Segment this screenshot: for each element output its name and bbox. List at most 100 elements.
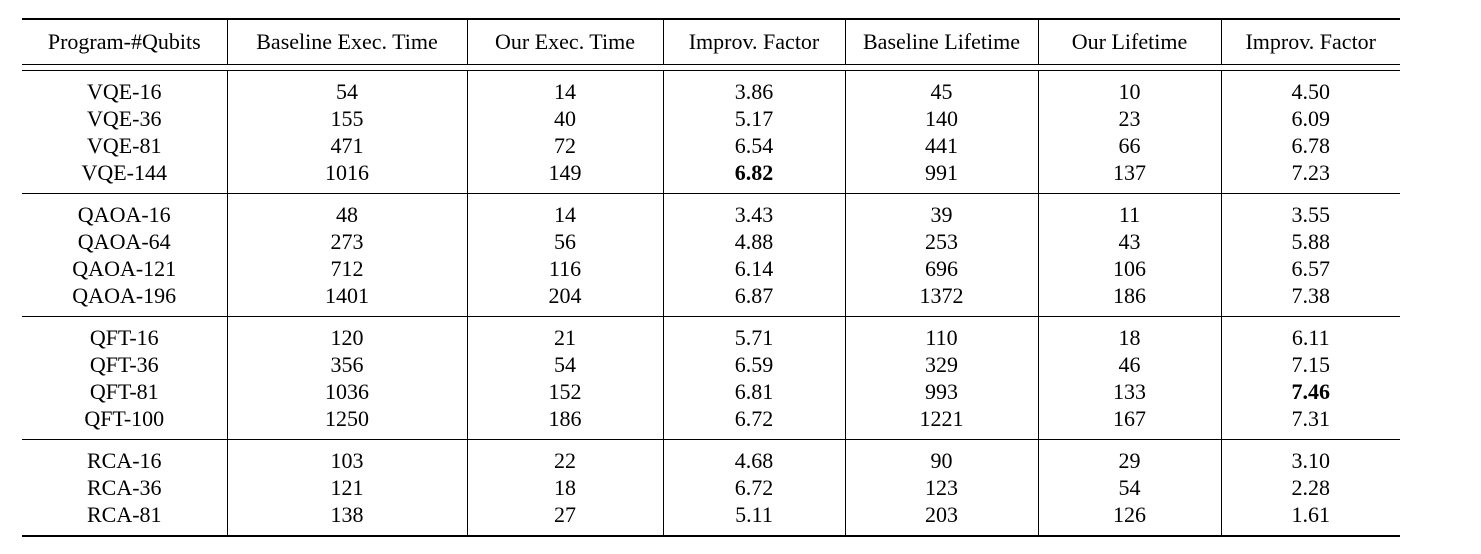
cell-improv-exec: 6.54 (662, 132, 845, 159)
cell-baseline-lifetime: 441 (844, 132, 1038, 159)
cell-program: QAOA-196 (22, 282, 227, 317)
cell-baseline-lifetime: 110 (844, 316, 1038, 351)
cell-baseline-lifetime: 1372 (844, 282, 1038, 317)
cell-our-lifetime: 133 (1037, 378, 1221, 405)
cell-improv-lifetime: 7.38 (1220, 282, 1400, 317)
cell-our-lifetime: 46 (1037, 351, 1221, 378)
cell-improv-exec: 6.87 (662, 282, 845, 317)
table-row: RCA-36 121 18 6.72 123 54 2.28 (22, 474, 1400, 501)
cell-baseline-exec: 471 (226, 132, 467, 159)
cell-baseline-lifetime: 329 (844, 351, 1038, 378)
cell-program: RCA-16 (86, 448, 162, 473)
cell-our-exec: 22 (466, 439, 663, 474)
cell-our-lifetime: 66 (1037, 132, 1221, 159)
table-row: VQE-16 54 14 3.86 45 10 4.50 (22, 70, 1400, 105)
cell-improv-lifetime: 7.31 (1220, 405, 1400, 440)
header-cell-improv-exec: Improv. Factor (662, 18, 845, 65)
cell-baseline-exec: 103 (226, 439, 467, 474)
cell-baseline-lifetime: 253 (844, 228, 1038, 255)
cell-improv-lifetime: 3.55 (1220, 193, 1400, 228)
header-cell-our-lifetime: Our Lifetime (1037, 18, 1221, 65)
cell-our-lifetime: 23 (1037, 105, 1221, 132)
cell-baseline-lifetime: 203 (844, 501, 1038, 537)
cell-our-exec: 40 (466, 105, 663, 132)
cell-baseline-exec: 48 (226, 193, 467, 228)
header-row: Program-#Qubits Baseline Exec. Time Our … (22, 18, 1400, 65)
cell-baseline-lifetime: 123 (844, 474, 1038, 501)
cell-our-exec: 56 (466, 228, 663, 255)
cell-improv-exec: 6.14 (662, 255, 845, 282)
cell-baseline-lifetime: 696 (844, 255, 1038, 282)
cell-our-exec: 149 (466, 159, 663, 194)
cell-improv-exec: 6.72 (662, 405, 845, 440)
cell-improv-exec: 5.71 (662, 316, 845, 351)
cell-improv-lifetime: 7.15 (1220, 351, 1400, 378)
cell-baseline-exec: 155 (226, 105, 467, 132)
header-cell-baseline-lifetime: Baseline Lifetime (844, 18, 1038, 65)
cell-program: QAOA-121 (72, 256, 177, 281)
cell-improv-exec: 6.59 (662, 351, 845, 378)
cell-our-lifetime: 106 (1037, 255, 1221, 282)
cell-our-lifetime: 126 (1037, 501, 1221, 537)
table-body: VQE-16 54 14 3.86 45 10 4.50 VQE-36 155 40 5.17 140… (22, 70, 1400, 537)
table-row: RCA-81 138 27 5.11 203 126 1.61 (22, 501, 1400, 537)
cell-improv-lifetime: 6.57 (1220, 255, 1400, 282)
cell-our-exec: 14 (466, 193, 663, 228)
cell-improv-lifetime: 5.88 (1220, 228, 1400, 255)
cell-our-exec: 116 (466, 255, 663, 282)
cell-improv-exec: 5.11 (662, 501, 845, 537)
header-cell-our-exec: Our Exec. Time (466, 18, 663, 65)
table-row: VQE-144 1016 149 6.82 991 137 7.23 (22, 159, 1400, 194)
cell-improv-lifetime: 7.46 (1220, 378, 1400, 405)
cell-program: QFT-100 (22, 405, 227, 440)
cell-our-exec: 18 (466, 474, 663, 501)
header-cell-program: Program-#Qubits (22, 18, 227, 65)
cell-improv-lifetime: 3.10 (1220, 439, 1400, 474)
cell-our-exec: 152 (466, 378, 663, 405)
cell-program: VQE-16 (86, 79, 162, 104)
table-row: VQE-36 155 40 5.17 140 23 6.09 (22, 105, 1400, 132)
results-table-container: Program-#Qubits Baseline Exec. Time Our … (22, 18, 1400, 537)
cell-baseline-lifetime: 39 (844, 193, 1038, 228)
cell-improv-lifetime: 6.09 (1220, 105, 1400, 132)
cell-baseline-exec: 273 (226, 228, 467, 255)
cell-our-exec: 14 (466, 70, 663, 105)
cell-our-lifetime: 43 (1037, 228, 1221, 255)
cell-improv-exec: 6.81 (662, 378, 845, 405)
cell-our-lifetime: 18 (1037, 316, 1221, 351)
header-double-rule (22, 64, 1400, 71)
cell-program: VQE-36 (86, 106, 162, 131)
table-header: Program-#Qubits Baseline Exec. Time Our … (22, 18, 1400, 71)
cell-baseline-exec: 1250 (226, 405, 467, 440)
cell-our-lifetime: 10 (1037, 70, 1221, 105)
cell-improv-lifetime: 6.11 (1220, 316, 1400, 351)
header-cell-improv-lifetime: Improv. Factor (1220, 18, 1400, 65)
table-row: QAOA-64 273 56 4.88 253 43 5.88 (22, 228, 1400, 255)
cell-our-lifetime: 186 (1037, 282, 1221, 317)
cell-improv-lifetime: 4.50 (1220, 70, 1400, 105)
cell-improv-lifetime: 6.78 (1220, 132, 1400, 159)
cell-our-exec: 186 (466, 405, 663, 440)
cell-improv-exec: 4.68 (662, 439, 845, 474)
cell-our-exec: 54 (466, 351, 663, 378)
table-row: QAOA-16 48 14 3.43 39 11 3.55 (22, 193, 1400, 228)
cell-our-lifetime: 54 (1037, 474, 1221, 501)
cell-our-exec: 72 (466, 132, 663, 159)
cell-baseline-lifetime: 90 (844, 439, 1038, 474)
cell-our-lifetime: 167 (1037, 405, 1221, 440)
cell-improv-exec: 6.72 (662, 474, 845, 501)
cell-program: RCA-36 (86, 475, 162, 500)
cell-our-exec: 21 (466, 316, 663, 351)
table-row: QAOA-196 1401 204 6.87 1372 186 7.38 (22, 282, 1400, 317)
results-table: Program-#Qubits Baseline Exec. Time Our … (22, 18, 1400, 537)
table-row: RCA-16 103 22 4.68 90 29 3.10 (22, 439, 1400, 474)
table-row: VQE-81 471 72 6.54 441 66 6.78 (22, 132, 1400, 159)
cell-baseline-lifetime: 1221 (844, 405, 1038, 440)
cell-baseline-exec: 1036 (226, 378, 467, 405)
cell-program: RCA-81 (22, 501, 227, 537)
cell-baseline-exec: 712 (226, 255, 467, 282)
cell-baseline-exec: 1401 (226, 282, 467, 317)
cell-improv-lifetime: 7.23 (1220, 159, 1400, 194)
cell-baseline-exec: 138 (226, 501, 467, 537)
cell-baseline-exec: 121 (226, 474, 467, 501)
